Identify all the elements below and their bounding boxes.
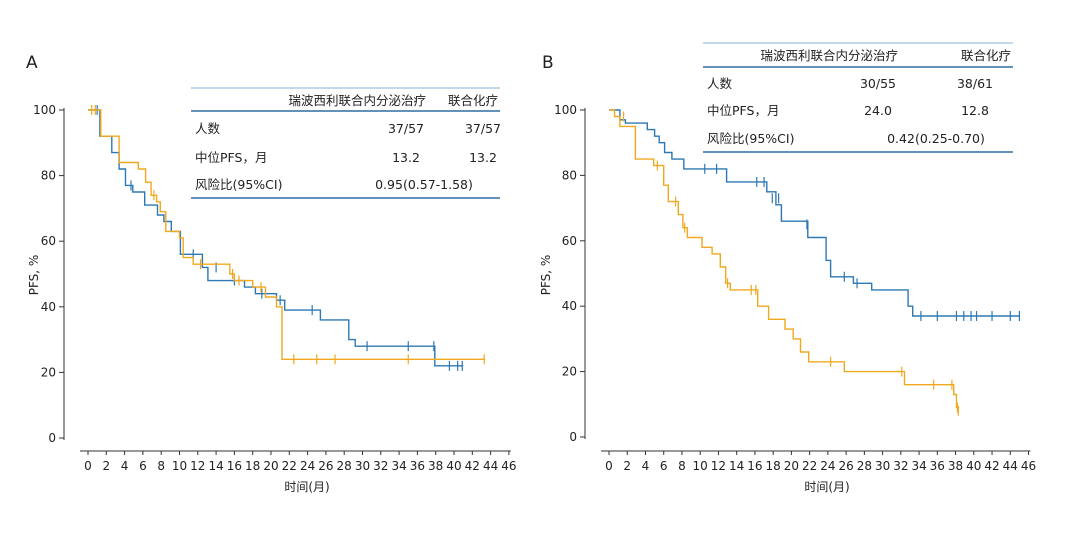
x-tick-label: 2 [623, 459, 631, 473]
y-tick-label: 80 [562, 168, 577, 182]
y-tick-label: 100 [33, 103, 56, 117]
table-cell: 38/61 [957, 76, 993, 91]
table-row-label: 风险比(95%CI) [195, 177, 282, 192]
survival-curve-1 [88, 109, 464, 367]
x-tick-label: 8 [678, 459, 686, 473]
x-tick-label: 40 [446, 459, 461, 473]
x-tick-label: 8 [157, 459, 165, 473]
survival-curve-2 [609, 109, 960, 409]
x-tick-label: 22 [282, 459, 297, 473]
y-tick-label: 40 [41, 300, 56, 314]
x-tick-label: 26 [838, 459, 853, 473]
y-tick-label: 60 [41, 234, 56, 248]
x-tick-label: 44 [483, 459, 498, 473]
x-tick-label: 32 [373, 459, 388, 473]
x-tick-label: 36 [410, 459, 425, 473]
x-tick-label: 6 [139, 459, 147, 473]
x-tick-label: 46 [501, 459, 516, 473]
y-tick-label: 20 [41, 365, 56, 379]
y-axis-label: PFS, % [27, 255, 41, 296]
table-cell: 12.8 [961, 103, 989, 118]
x-tick-label: 4 [121, 459, 129, 473]
x-tick-label: 18 [245, 459, 260, 473]
x-tick-label: 42 [465, 459, 480, 473]
table-cell: 30/55 [860, 76, 896, 91]
y-tick-label: 80 [41, 169, 56, 183]
x-tick-label: 12 [711, 459, 726, 473]
table-cell: 13.2 [392, 150, 420, 165]
x-axis-label: 时间(月) [804, 480, 849, 494]
x-tick-label: 30 [875, 459, 890, 473]
x-tick-label: 18 [766, 459, 781, 473]
table-row-label: 风险比(95%CI) [707, 131, 794, 146]
y-tick-label: 40 [562, 299, 577, 313]
panel-label: B [542, 53, 554, 73]
table-row-label: 人数 [707, 76, 733, 91]
table-col-header: 瑞波西利联合内分泌治疗 [760, 48, 898, 63]
table-col-header: 联合化疗 [961, 48, 1011, 63]
x-tick-label: 16 [747, 459, 762, 473]
table-cell: 24.0 [864, 103, 892, 118]
y-axis-label: PFS, % [539, 255, 553, 296]
x-tick-label: 16 [227, 459, 242, 473]
y-tick-label: 20 [562, 365, 577, 379]
x-tick-label: 36 [930, 459, 945, 473]
x-tick-label: 14 [729, 459, 744, 473]
x-tick-label: 22 [802, 459, 817, 473]
x-tick-label: 46 [1021, 459, 1036, 473]
table-row-label: 中位PFS，月 [195, 150, 267, 165]
x-tick-label: 28 [337, 459, 352, 473]
x-tick-label: 20 [263, 459, 278, 473]
x-tick-label: 6 [660, 459, 668, 473]
panel-label: A [26, 53, 38, 73]
x-tick-label: 24 [300, 459, 315, 473]
y-tick-label: 0 [569, 430, 577, 444]
x-tick-label: 26 [318, 459, 333, 473]
table-col-header: 联合化疗 [448, 93, 498, 108]
x-axis-label: 时间(月) [284, 480, 329, 494]
x-tick-label: 44 [1003, 459, 1018, 473]
x-tick-label: 34 [391, 459, 406, 473]
table-cell-merged: 0.95(0.57-1.58) [375, 177, 473, 192]
x-tick-label: 14 [208, 459, 223, 473]
x-tick-label: 4 [642, 459, 650, 473]
x-tick-label: 28 [857, 459, 872, 473]
x-tick-label: 40 [966, 459, 981, 473]
x-tick-label: 42 [984, 459, 999, 473]
y-tick-label: 100 [554, 103, 577, 117]
table-cell-merged: 0.42(0.25-0.70) [887, 131, 985, 146]
x-tick-label: 20 [784, 459, 799, 473]
survival-curve-1 [609, 109, 1020, 317]
y-tick-label: 60 [562, 234, 577, 248]
table-row-label: 中位PFS，月 [707, 103, 779, 118]
x-tick-label: 38 [428, 459, 443, 473]
x-tick-label: 2 [102, 459, 110, 473]
table-cell: 37/57 [465, 121, 501, 136]
x-tick-label: 32 [893, 459, 908, 473]
x-tick-label: 12 [190, 459, 205, 473]
x-tick-label: 34 [911, 459, 926, 473]
table-row-label: 人数 [195, 121, 221, 136]
table-cell: 37/57 [388, 121, 424, 136]
survival-curve-2 [88, 109, 486, 360]
x-tick-label: 30 [355, 459, 370, 473]
x-tick-label: 0 [605, 459, 613, 473]
table-cell: 13.2 [469, 150, 497, 165]
table-col-header: 瑞波西利联合内分泌治疗 [288, 93, 426, 108]
x-tick-label: 10 [693, 459, 708, 473]
x-tick-label: 0 [84, 459, 92, 473]
y-tick-label: 0 [48, 431, 56, 445]
x-tick-label: 24 [820, 459, 835, 473]
x-tick-label: 10 [172, 459, 187, 473]
x-tick-label: 38 [948, 459, 963, 473]
